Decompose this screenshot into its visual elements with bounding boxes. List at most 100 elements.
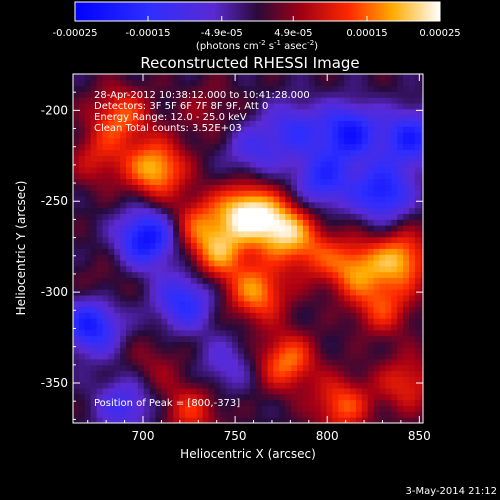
- heatmap-cell: [385, 213, 392, 220]
- heatmap-cell: [167, 184, 174, 191]
- heatmap-cell: [238, 359, 245, 366]
- heatmap-cell: [373, 283, 380, 290]
- heatmap-cell: [332, 370, 339, 377]
- heatmap-cell: [73, 155, 80, 162]
- heatmap-cell: [208, 341, 215, 348]
- heatmap-cell: [126, 289, 133, 296]
- heatmap-cell: [155, 312, 162, 319]
- heatmap-cell: [73, 300, 80, 308]
- heatmap-cell: [179, 399, 186, 406]
- heatmap-cell: [355, 103, 363, 110]
- heatmap-cell: [420, 201, 423, 209]
- heatmap-cell: [320, 231, 327, 238]
- heatmap-cell: [137, 376, 145, 383]
- heatmap-cell: [167, 370, 174, 377]
- heatmap-cell: [373, 120, 380, 127]
- heatmap-cell: [114, 388, 121, 395]
- heatmap-cell: [108, 324, 115, 331]
- heatmap-cell: [220, 120, 227, 127]
- heatmap-cell: [291, 370, 298, 377]
- heatmap-cell: [167, 85, 174, 92]
- heatmap-cell: [173, 376, 180, 383]
- heatmap-cell: [255, 353, 263, 360]
- heatmap-cell: [385, 79, 392, 87]
- heatmap-cell: [120, 143, 127, 151]
- heatmap-cell: [355, 108, 363, 116]
- heatmap-cell: [214, 201, 221, 209]
- heatmap-cell: [120, 417, 127, 423]
- heatmap-cell: [155, 114, 162, 121]
- heatmap-cell: [78, 120, 86, 127]
- heatmap-cell: [420, 271, 423, 278]
- heatmap-cell: [226, 213, 233, 220]
- heatmap-cell: [373, 103, 380, 110]
- heatmap-cell: [196, 91, 204, 98]
- heatmap-cell: [232, 265, 239, 273]
- heatmap-cell: [137, 341, 145, 348]
- heatmap-cell: [285, 306, 292, 313]
- heatmap-cell: [249, 388, 257, 395]
- heatmap-cell: [350, 167, 357, 174]
- heatmap-cell: [185, 91, 192, 98]
- heatmap-cell: [185, 295, 192, 302]
- heatmap-cell: [391, 376, 398, 383]
- heatmap-cell: [373, 143, 380, 151]
- heatmap-cell: [326, 393, 333, 401]
- heatmap-cell: [179, 283, 186, 290]
- heatmap-cell: [350, 149, 357, 156]
- heatmap-cell: [420, 312, 423, 319]
- heatmap-cell: [238, 114, 245, 121]
- heatmap-cell: [314, 376, 321, 383]
- heatmap-cell: [84, 324, 92, 331]
- heatmap-cell: [120, 236, 127, 244]
- heatmap-cell: [314, 97, 321, 104]
- heatmap-cell: [238, 201, 245, 209]
- heatmap-cell: [238, 97, 245, 104]
- heatmap-cell: [161, 318, 168, 325]
- heatmap-cell: [114, 184, 121, 191]
- heatmap-cell: [367, 260, 375, 267]
- heatmap-cell: [397, 341, 404, 348]
- heatmap-cell: [161, 231, 168, 238]
- heatmap-cell: [126, 79, 133, 87]
- heatmap-cell: [302, 347, 310, 354]
- heatmap-cell: [338, 184, 345, 191]
- heatmap-cell: [326, 289, 333, 296]
- heatmap-cell: [73, 341, 80, 348]
- heatmap-cell: [120, 376, 127, 383]
- heatmap-cell: [355, 271, 363, 278]
- heatmap-cell: [314, 190, 321, 197]
- heatmap-cell: [114, 196, 121, 203]
- heatmap-cell: [391, 178, 398, 185]
- heatmap-cell: [385, 137, 392, 145]
- heatmap-cell: [114, 137, 121, 145]
- heatmap-cell: [190, 370, 198, 377]
- heatmap-cell: [279, 114, 286, 121]
- heatmap-cell: [102, 108, 109, 116]
- heatmap-cell: [238, 347, 245, 354]
- heatmap-cell: [214, 260, 221, 267]
- heatmap-cell: [208, 271, 215, 278]
- heatmap-cell: [173, 341, 180, 348]
- heatmap-cell: [279, 196, 286, 203]
- heatmap-cell: [173, 382, 180, 389]
- heatmap-cell: [96, 196, 103, 203]
- heatmap-cell: [226, 353, 233, 360]
- heatmap-cell: [273, 126, 280, 133]
- heatmap-cell: [326, 74, 333, 81]
- heatmap-cell: [73, 318, 80, 325]
- heatmap-cell: [344, 196, 351, 203]
- heatmap-cell: [108, 393, 115, 401]
- heatmap-cell: [78, 341, 86, 348]
- heatmap-cell: [149, 329, 156, 337]
- heatmap-cell: [185, 399, 192, 406]
- heatmap-cell: [403, 143, 410, 151]
- heatmap-cell: [96, 108, 103, 116]
- heatmap-cell: [338, 248, 345, 255]
- heatmap-cell: [279, 213, 286, 220]
- heatmap-cell: [338, 132, 345, 139]
- plot-area: 700 750 800 850 -200-250-300-350: [41, 73, 431, 443]
- heatmap-cell: [332, 143, 339, 151]
- heatmap-cell: [137, 85, 145, 92]
- heatmap-cell: [220, 196, 227, 203]
